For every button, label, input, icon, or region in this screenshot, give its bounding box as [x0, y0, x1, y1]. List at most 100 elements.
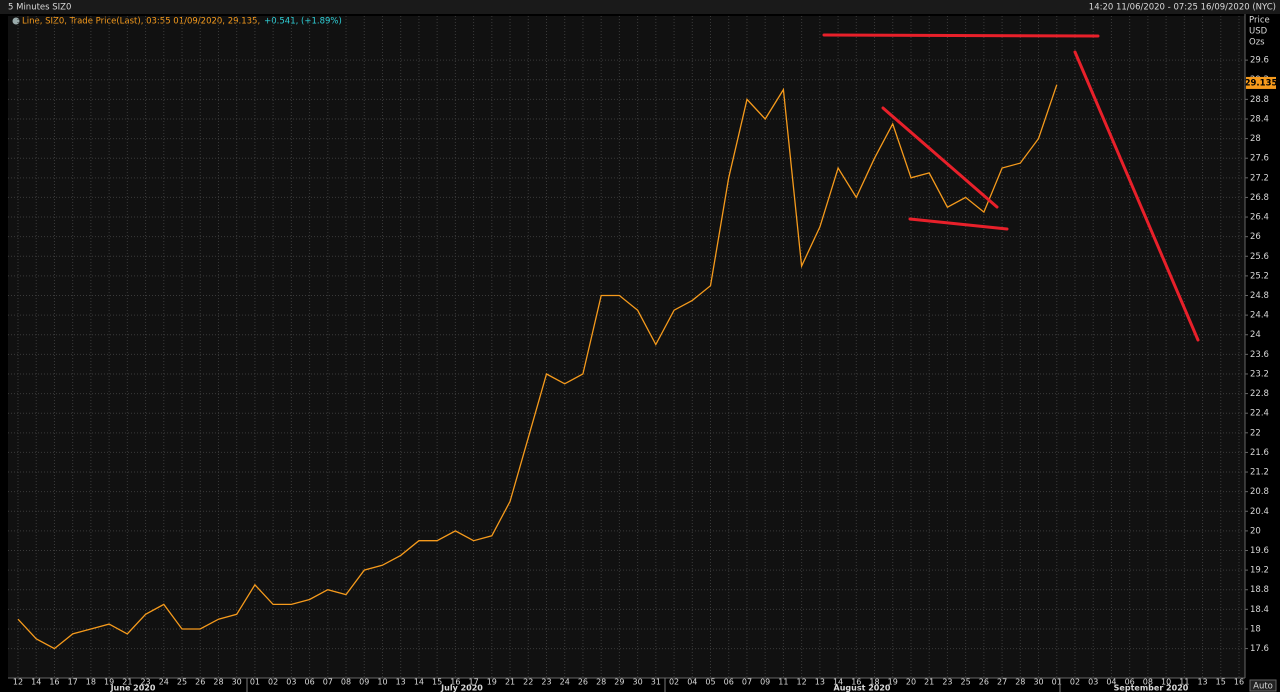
x-tick-label: 13 [815, 678, 825, 687]
x-tick-label: 09 [760, 678, 770, 687]
y-tick-label: 25.2 [1250, 271, 1269, 281]
y-axis-label: Ozs [1249, 38, 1265, 48]
x-tick-label: 06 [1125, 678, 1135, 687]
y-tick-label: 17.6 [1250, 644, 1269, 654]
annotation-line [1073, 50, 1200, 342]
x-tick-label: 07 [742, 678, 752, 687]
x-tick-label: 21 [924, 678, 934, 687]
annotation-line [822, 33, 1100, 38]
month-label: July 2020 [440, 684, 483, 692]
x-tick-label: 02 [1070, 678, 1080, 687]
x-tick-label: 21 [505, 678, 515, 687]
x-tick-label: 26 [195, 678, 205, 687]
y-tick-label: 21.2 [1250, 468, 1269, 478]
x-tick-label: 15 [432, 678, 442, 687]
y-tick-label: 23.2 [1250, 369, 1269, 379]
price-line [17, 84, 1058, 650]
y-tick-label: 18 [1250, 624, 1261, 634]
x-tick-label: 22 [523, 678, 533, 687]
x-tick-label: 18 [869, 678, 879, 687]
month-label: September 2020 [1114, 684, 1189, 692]
x-tick-label: 15 [1216, 678, 1226, 687]
month-label: June 2020 [110, 684, 156, 692]
x-tick-label: 26 [578, 678, 588, 687]
x-tick-label: 04 [687, 678, 697, 687]
x-tick-label: 19 [888, 678, 898, 687]
y-tick-label: 28.4 [1250, 114, 1269, 124]
x-tick-label: 07 [323, 678, 333, 687]
legend-icon [12, 17, 20, 25]
x-tick-label: 04 [1106, 678, 1116, 687]
x-tick-label: 21 [122, 678, 132, 687]
chart-title: 5 Minutes SIZ0 [8, 3, 71, 13]
x-tick-label: 06 [304, 678, 314, 687]
x-tick-label: 23 [541, 678, 551, 687]
x-tick-label: 11 [1179, 678, 1189, 687]
x-tick-label: 12 [13, 678, 23, 687]
x-tick-label: 12 [797, 678, 807, 687]
y-tick-label: 26.4 [1250, 213, 1269, 223]
x-tick-label: 25 [961, 678, 971, 687]
x-tick-label: 23 [140, 678, 150, 687]
chart-subtitle: 14:20 11/06/2020 - 07:25 16/09/2020 (NYC… [1089, 3, 1276, 13]
y-tick-label: 20 [1250, 526, 1261, 536]
y-tick-label: 24 [1250, 330, 1261, 340]
x-tick-label: 10 [1161, 678, 1171, 687]
x-tick-label: 23 [942, 678, 952, 687]
x-tick-label: 13 [396, 678, 406, 687]
y-tick-label: 23.6 [1250, 350, 1269, 360]
x-tick-label: 01 [1052, 678, 1062, 687]
y-tick-label: 26.8 [1250, 193, 1269, 203]
x-tick-label: 01 [250, 678, 260, 687]
x-tick-label: 10 [377, 678, 387, 687]
x-tick-label: 30 [633, 678, 643, 687]
annotation-line [908, 217, 1009, 231]
auto-button[interactable] [1249, 679, 1277, 692]
y-tick-label: 27.6 [1250, 154, 1269, 164]
y-tick-label: 27.2 [1250, 173, 1269, 183]
annotation-line [881, 106, 999, 209]
x-tick-label: 18 [86, 678, 96, 687]
y-tick-label: 18.8 [1250, 585, 1269, 595]
legend-text: Line, SIZ0, Trade Price(Last), 03:55 01/… [22, 17, 260, 27]
x-tick-label: 17 [68, 678, 78, 687]
x-tick-label: 02 [669, 678, 679, 687]
x-tick-label: 14 [31, 678, 41, 687]
auto-button-label[interactable]: Auto [1253, 682, 1273, 692]
y-tick-label: 21.6 [1250, 448, 1269, 458]
x-tick-label: 05 [705, 678, 715, 687]
x-tick-label: 19 [104, 678, 114, 687]
month-label: August 2020 [834, 684, 891, 692]
x-tick-label: 20 [906, 678, 916, 687]
y-axis-label: Price [1249, 16, 1270, 26]
x-tick-label: 06 [724, 678, 734, 687]
y-tick-label: 18.4 [1250, 605, 1269, 615]
x-tick-label: 13 [1197, 678, 1207, 687]
x-tick-label: 31 [651, 678, 661, 687]
y-axis-label: USD [1249, 27, 1268, 37]
x-tick-label: 02 [268, 678, 278, 687]
x-tick-label: 30 [232, 678, 242, 687]
x-tick-label: 16 [450, 678, 460, 687]
x-tick-label: 24 [560, 678, 570, 687]
x-tick-label: 08 [341, 678, 351, 687]
x-tick-label: 16 [851, 678, 861, 687]
last-price-label: 29.135 [1245, 78, 1278, 88]
y-tick-label: 28 [1250, 134, 1261, 144]
y-tick-label: 29.6 [1250, 56, 1269, 66]
x-tick-label: 24 [159, 678, 169, 687]
x-tick-label: 28 [213, 678, 223, 687]
y-tick-label: 24.4 [1250, 311, 1269, 321]
y-tick-label: 24.8 [1250, 291, 1269, 301]
y-tick-label: 26 [1250, 232, 1261, 242]
x-tick-label: 28 [1015, 678, 1025, 687]
x-tick-label: 28 [596, 678, 606, 687]
last-price-tag [1246, 76, 1276, 89]
x-tick-label: 27 [997, 678, 1007, 687]
y-tick-label: 19.6 [1250, 546, 1269, 556]
y-tick-label: 20.4 [1250, 507, 1269, 517]
x-tick-label: 09 [359, 678, 369, 687]
x-tick-label: 16 [49, 678, 59, 687]
y-tick-label: 20.8 [1250, 487, 1269, 497]
